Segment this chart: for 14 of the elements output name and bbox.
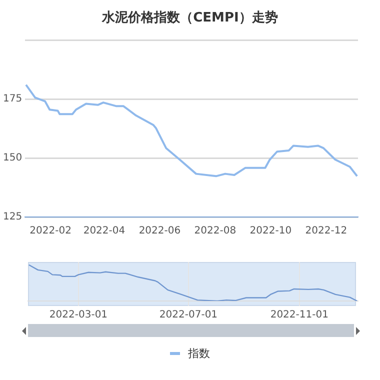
chart-title: 水泥价格指数（CEMPI）走势 bbox=[101, 9, 278, 26]
x-tick-label: 2022-07-01 bbox=[159, 310, 218, 321]
y-tick-label: 125 bbox=[2, 212, 22, 223]
legend-label: 指数 bbox=[188, 346, 210, 361]
x-tick-label: 2022-02 bbox=[30, 226, 72, 237]
x-tick-label: 2022-03-01 bbox=[49, 310, 108, 321]
x-tick-label: 2022-06 bbox=[138, 226, 181, 237]
x-tick-label: 2022-08 bbox=[194, 226, 236, 237]
x-tick-label: 2022-11-01 bbox=[270, 310, 328, 321]
x-tick-label: 2022-12 bbox=[305, 226, 348, 237]
x-tick-label: 2022-10 bbox=[250, 226, 292, 237]
y-tick-label: 175 bbox=[2, 94, 22, 105]
y-tick-label: 150 bbox=[2, 152, 22, 164]
x-tick-label: 2022-04 bbox=[83, 226, 126, 237]
